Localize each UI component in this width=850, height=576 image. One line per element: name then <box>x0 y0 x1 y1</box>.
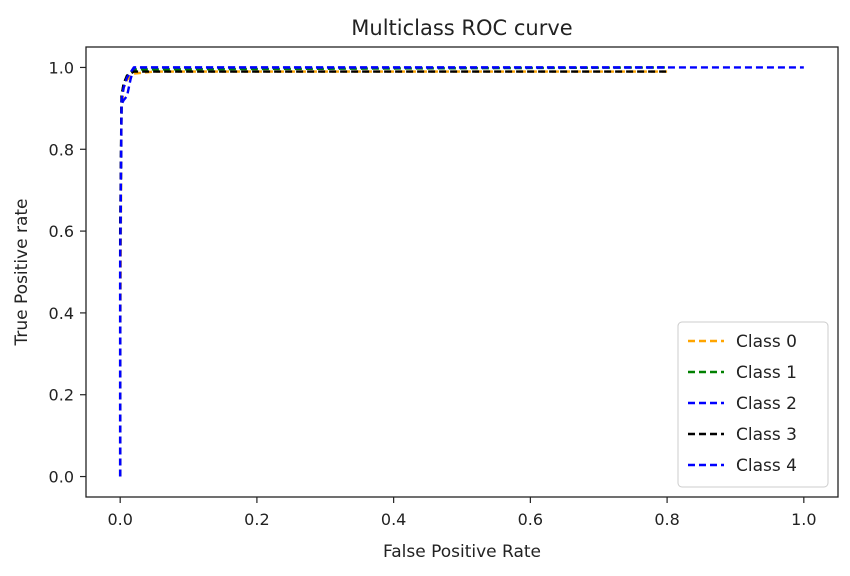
y-tick-label: 0.2 <box>49 386 74 405</box>
roc-line-class-0 <box>118 70 668 477</box>
legend-label: Class 0 <box>736 332 797 352</box>
y-tick-label: 0.6 <box>49 222 74 241</box>
chart-title: Multiclass ROC curve <box>351 16 572 40</box>
y-axis-title: True Positive rate <box>12 199 32 347</box>
y-tick-label: 0.0 <box>49 468 74 487</box>
legend-label: Class 1 <box>736 363 797 383</box>
x-tick-label: 0.6 <box>518 510 543 529</box>
x-tick-label: 1.0 <box>791 510 816 529</box>
y-tick-label: 0.8 <box>49 140 74 159</box>
y-tick-label: 1.0 <box>49 58 74 77</box>
x-tick-label: 0.2 <box>244 510 269 529</box>
x-tick-label: 0.4 <box>381 510 406 529</box>
plot-lines <box>118 66 804 477</box>
x-axis-title: False Positive Rate <box>383 542 541 562</box>
plot-area-frame <box>85 46 839 498</box>
y-tick-label: 0.4 <box>49 304 74 323</box>
legend-label: Class 3 <box>736 425 797 445</box>
legend-label: Class 2 <box>736 394 797 414</box>
y-axis-ticks: 0.0 0.2 0.4 0.6 0.8 1.0 <box>49 58 86 487</box>
x-axis-ticks: 0.0 0.2 0.4 0.6 0.8 1.0 <box>107 497 817 529</box>
roc-line-class-4 <box>118 66 804 477</box>
legend-box <box>677 321 829 488</box>
x-tick-label: 0.0 <box>107 510 132 529</box>
legend-label: Class 4 <box>736 456 797 476</box>
x-tick-label: 0.8 <box>654 510 679 529</box>
legend: Class 0 Class 1 Class 2 Class 3 Class 4 <box>677 321 829 488</box>
